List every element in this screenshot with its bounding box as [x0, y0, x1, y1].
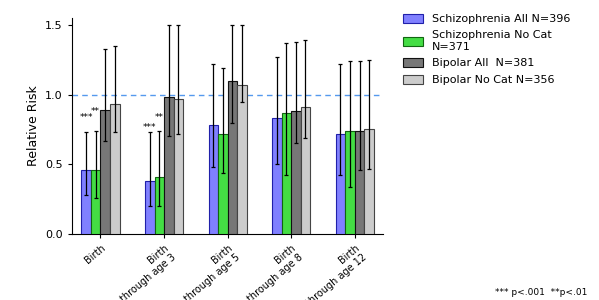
Y-axis label: Relative Risk: Relative Risk: [27, 85, 40, 166]
Bar: [237, 85, 247, 234]
Bar: [145, 181, 155, 234]
Bar: [101, 110, 110, 234]
Bar: [155, 177, 164, 234]
Bar: [335, 134, 345, 234]
Bar: [208, 125, 218, 234]
Text: *** p<.001  **p<.01: *** p<.001 **p<.01: [495, 288, 587, 297]
Legend: Schizophrenia All N=396, Schizophrenia No Cat
N=371, Bipolar All  N=381, Bipolar: Schizophrenia All N=396, Schizophrenia N…: [401, 12, 573, 87]
Bar: [91, 170, 101, 234]
Text: **: **: [155, 113, 164, 122]
Text: ***: ***: [80, 113, 93, 122]
Bar: [110, 104, 120, 234]
Bar: [174, 99, 183, 234]
Bar: [272, 118, 282, 234]
Text: **: **: [91, 107, 100, 116]
Bar: [355, 131, 364, 234]
Bar: [282, 113, 291, 234]
Bar: [81, 170, 91, 234]
Bar: [364, 130, 374, 234]
Bar: [291, 111, 301, 234]
Bar: [301, 107, 310, 234]
Bar: [345, 131, 355, 234]
Text: ***: ***: [143, 123, 156, 132]
Bar: [228, 81, 237, 234]
Bar: [218, 134, 228, 234]
Bar: [164, 98, 174, 234]
